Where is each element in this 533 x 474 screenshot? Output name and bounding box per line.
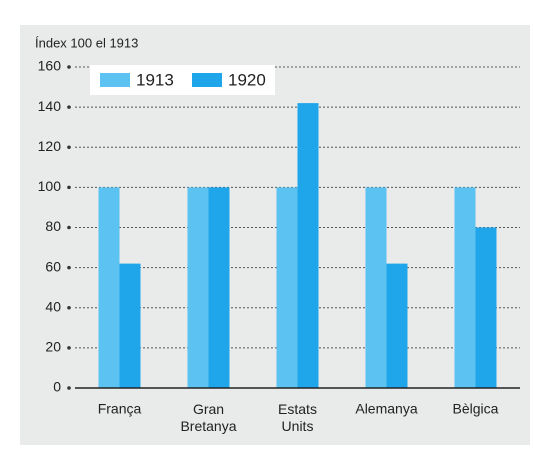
y-tick-label: 60 <box>45 258 61 274</box>
x-tick-label: Estats Units <box>278 401 317 434</box>
bar <box>187 187 209 388</box>
tick-mark <box>67 225 71 230</box>
tick-mark <box>67 265 71 270</box>
bar <box>98 187 120 388</box>
legend-swatch <box>100 73 130 87</box>
y-tick-label: 0 <box>53 379 61 395</box>
y-tick-label: 100 <box>38 178 62 194</box>
bar <box>475 227 497 388</box>
bar <box>297 103 319 389</box>
y-tick-label: 160 <box>38 58 62 74</box>
tick-mark <box>67 105 71 109</box>
y-axis-label: Índex 100 el 1913 <box>35 35 138 50</box>
bar <box>386 263 408 388</box>
y-tick-label: 140 <box>38 98 62 114</box>
bar <box>208 187 230 388</box>
bar <box>365 187 387 388</box>
legend-swatch <box>192 73 222 87</box>
x-tick-label: França <box>98 401 142 417</box>
y-tick-label: 120 <box>38 138 62 154</box>
bar <box>454 187 476 388</box>
y-tick-label: 80 <box>45 218 61 234</box>
x-tick-label: Bèlgica <box>453 401 499 417</box>
x-tick-label: Gran Bretanya <box>180 401 236 434</box>
bar <box>119 263 141 388</box>
tick-mark <box>67 145 71 150</box>
legend-label: 1920 <box>228 70 266 89</box>
tick-mark <box>67 305 71 310</box>
tick-mark <box>67 185 71 190</box>
y-tick-label: 20 <box>45 339 61 355</box>
tick-mark <box>67 346 71 350</box>
x-tick-label: Alemanya <box>355 401 417 417</box>
legend-label: 1913 <box>136 70 174 89</box>
tick-mark <box>67 386 71 390</box>
tick-mark <box>67 65 71 69</box>
bar <box>276 187 298 388</box>
y-tick-label: 40 <box>45 298 61 314</box>
